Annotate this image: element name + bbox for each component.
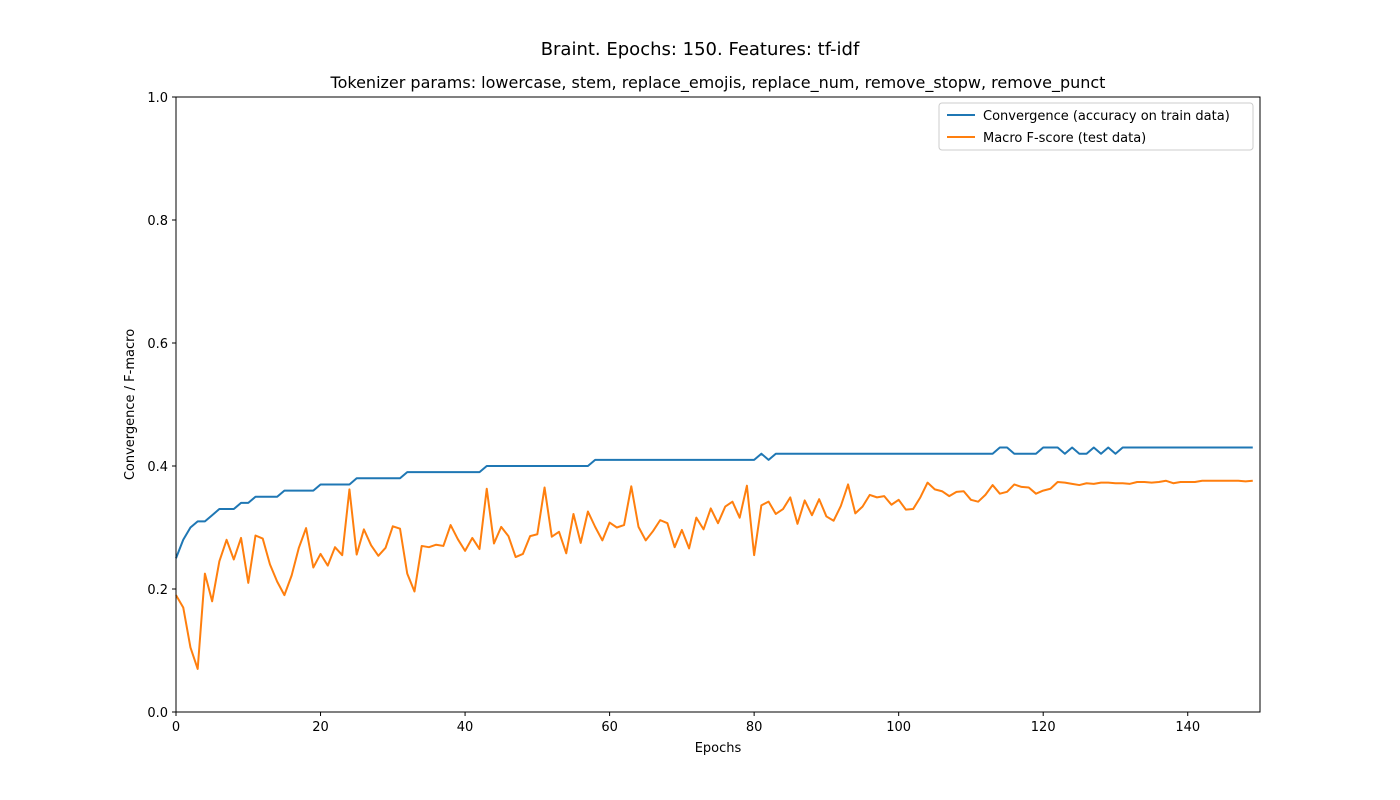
legend-label-macro-f-score: Macro F-score (test data) xyxy=(983,131,1146,146)
chart-title: Braint. Epochs: 150. Features: tf-idf xyxy=(541,39,860,60)
x-tick-label: 140 xyxy=(1175,720,1200,735)
x-tick-label: 120 xyxy=(1031,720,1056,735)
y-tick-label: 0.6 xyxy=(147,337,168,352)
x-tick-label: 100 xyxy=(886,720,911,735)
x-tick-label: 80 xyxy=(746,720,763,735)
x-tick-label: 0 xyxy=(172,720,180,735)
legend-box xyxy=(938,102,1254,151)
series-layer xyxy=(175,446,1253,670)
legend-label-convergence: Convergence (accuracy on train data) xyxy=(983,109,1230,124)
y-tick-label: 1.0 xyxy=(147,91,168,106)
plot-area-frame xyxy=(175,96,1261,713)
legend: Convergence (accuracy on train data) Mac… xyxy=(938,102,1254,151)
x-tick-label: 20 xyxy=(312,720,329,735)
y-axis-label: Convergence / F-macro xyxy=(123,329,138,480)
y-tick-label: 0.0 xyxy=(147,706,168,721)
ticks-layer: 0 20 40 60 80 100 120 140 0.0 0.2 0.4 0.6 0.8 1.0 xyxy=(147,91,1200,735)
x-tick-label: 60 xyxy=(601,720,618,735)
series-line-macro-f-score xyxy=(175,479,1253,670)
y-tick-label: 0.2 xyxy=(147,583,168,598)
x-axis-label: Epochs xyxy=(695,741,742,756)
series-line-convergence xyxy=(175,446,1253,559)
x-tick-label: 40 xyxy=(457,720,474,735)
y-tick-label: 0.4 xyxy=(147,460,168,475)
y-tick-label: 0.8 xyxy=(147,214,168,229)
chart-subtitle: Tokenizer params: lowercase, stem, repla… xyxy=(330,73,1106,93)
